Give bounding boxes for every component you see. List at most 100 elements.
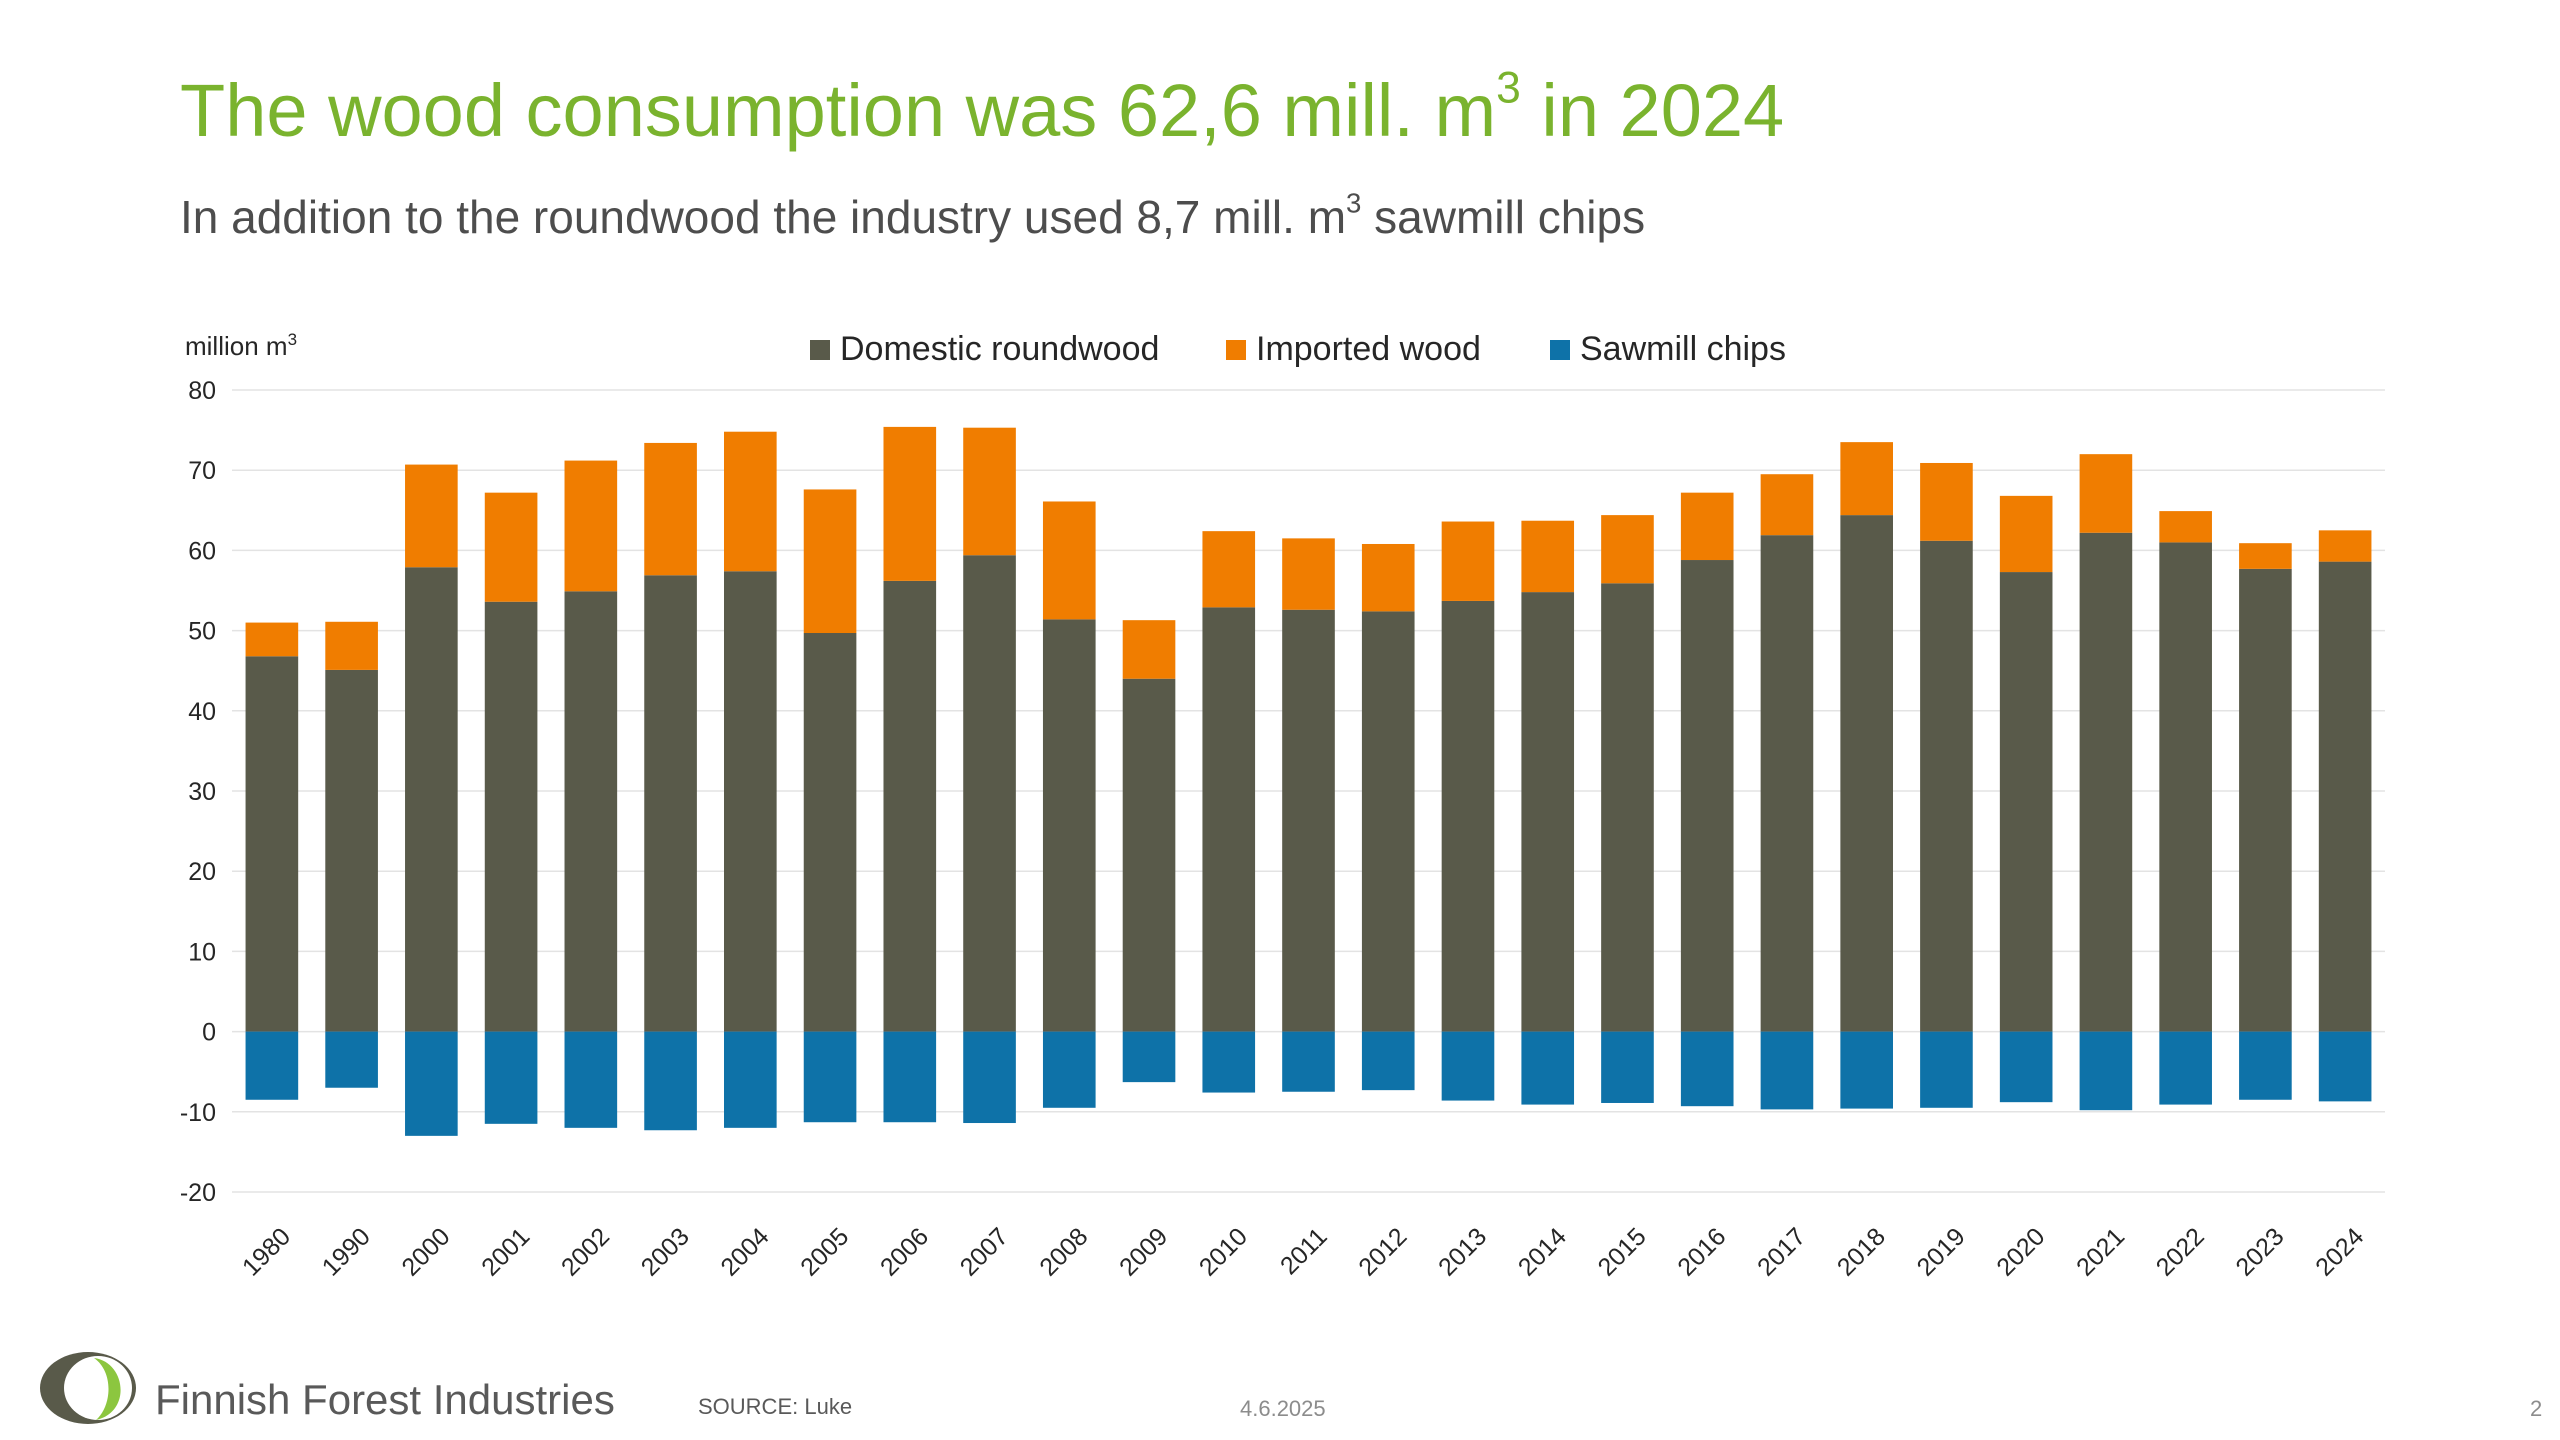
slide-subtitle: In addition to the roundwood the industr… [180,187,1646,243]
bar-domestic-roundwood-2016 [1680,560,1734,1032]
bar-domestic-roundwood-2024 [2318,561,2372,1032]
bar-domestic-roundwood-2010 [1202,607,1256,1032]
bar-domestic-roundwood-2003 [644,575,697,1032]
x-tick-label: 2020 [1991,1222,2050,1281]
bar-sawmill-chips-2013 [1441,1031,1495,1101]
bar-imported-wood-2014 [1521,520,1575,593]
x-tick-label: 2006 [875,1222,934,1281]
bar-sawmill-chips-2016 [1680,1031,1734,1107]
x-tick-label: 2017 [1752,1222,1811,1281]
bar-sawmill-chips-2018 [1840,1031,1893,1109]
bar-imported-wood-2005 [803,489,857,634]
x-tick-label: 2022 [2151,1222,2210,1281]
bar-imported-wood-2018 [1840,442,1893,516]
x-tick-label: 1980 [237,1222,296,1281]
y-tick-label: 30 [188,778,216,806]
bar-sawmill-chips-2001 [484,1031,538,1124]
bar-sawmill-chips-2022 [2159,1031,2212,1105]
bar-sawmill-chips-2002 [564,1031,618,1128]
slide-title: The wood consumption was 62,6 mill. m3 i… [180,63,1785,152]
legend-label: Imported wood [1256,330,1481,368]
bar-sawmill-chips-2008 [1042,1031,1096,1108]
x-tick-label: 2001 [476,1222,535,1281]
bar-imported-wood-2003 [644,442,697,576]
bar-sawmill-chips-2005 [803,1031,857,1123]
y-axis-label: million m3 [185,330,297,361]
y-tick-label: -20 [180,1179,216,1207]
bar-sawmill-chips-2015 [1601,1031,1654,1103]
y-tick-label: 60 [188,537,216,565]
bar-sawmill-chips-2010 [1202,1031,1256,1093]
bar-sawmill-chips-2014 [1521,1031,1575,1105]
bar-domestic-roundwood-2011 [1282,609,1335,1032]
bar-imported-wood-2023 [2239,543,2292,569]
bar-sawmill-chips-2021 [2079,1031,2133,1111]
bar-domestic-roundwood-2009 [1122,678,1176,1032]
x-tick-label: 2009 [1114,1222,1173,1281]
x-tick-label: 2019 [1912,1222,1971,1281]
x-tick-label: 2015 [1593,1222,1652,1281]
bar-sawmill-chips-2017 [1760,1031,1814,1110]
bar-sawmill-chips-2007 [963,1031,1016,1124]
page-number: 2 [2530,1396,2543,1421]
legend-swatch [1550,340,1570,360]
bar-imported-wood-2017 [1760,474,1814,536]
bar-sawmill-chips-2020 [1999,1031,2053,1103]
bar-domestic-roundwood-2002 [564,591,618,1032]
bar-sawmill-chips-2019 [1920,1031,1973,1108]
bar-sawmill-chips-1990 [325,1031,378,1088]
legend-label: Domestic roundwood [840,330,1159,368]
bar-domestic-roundwood-1980 [245,656,299,1032]
bar-domestic-roundwood-2014 [1521,592,1575,1032]
bar-imported-wood-2008 [1042,501,1096,620]
bar-sawmill-chips-2009 [1122,1031,1176,1083]
bar-sawmill-chips-2023 [2239,1031,2292,1100]
x-tick-label: 2014 [1513,1222,1572,1281]
bar-domestic-roundwood-2006 [883,580,937,1032]
bar-sawmill-chips-2006 [883,1031,937,1123]
bar-domestic-roundwood-2008 [1042,619,1096,1032]
y-tick-label: -10 [180,1099,216,1127]
bar-imported-wood-2022 [2159,511,2212,543]
bars [245,426,2372,1136]
y-tick-labels: -20 -10 0 10 20 30 40 50 60 70 80 [180,377,216,1207]
bar-domestic-roundwood-2017 [1760,535,1814,1032]
source-note: SOURCE: Luke [698,1394,853,1419]
bar-imported-wood-2001 [484,492,538,602]
bar-domestic-roundwood-2019 [1920,540,1973,1032]
bar-imported-wood-2007 [963,427,1016,556]
legend-swatch [810,340,830,360]
bar-imported-wood-2004 [724,431,777,572]
bar-domestic-roundwood-2018 [1840,515,1893,1032]
y-tick-label: 40 [188,698,216,726]
bar-imported-wood-2015 [1601,515,1654,584]
bar-domestic-roundwood-2001 [484,601,538,1032]
bar-imported-wood-2016 [1680,492,1734,561]
bar-domestic-roundwood-2004 [724,571,777,1032]
bar-sawmill-chips-2000 [405,1031,458,1136]
bar-imported-wood-2000 [405,464,458,568]
legend: Domestic roundwood Imported wood Sawmill c… [810,330,1786,368]
bar-imported-wood-2024 [2318,530,2372,562]
bar-domestic-roundwood-2005 [803,633,857,1032]
bar-domestic-roundwood-2021 [2079,532,2133,1032]
bar-imported-wood-2013 [1441,521,1495,601]
x-tick-labels: 1980 1990 2000 2001 2002 2003 2004 2005 2006 2007… [237,1222,2369,1281]
bar-domestic-roundwood-2015 [1601,583,1654,1032]
x-tick-label: 2012 [1353,1222,1412,1281]
slide-date: 4.6.2025 [1240,1396,1326,1421]
stacked-bar-chart: -20 -10 0 10 20 30 40 50 60 70 80 1980 1990 2000 2001… [180,330,2385,1282]
bar-domestic-roundwood-1990 [325,669,378,1032]
bar-domestic-roundwood-2012 [1361,611,1415,1032]
x-tick-label: 1990 [317,1222,376,1281]
bar-imported-wood-1980 [245,622,299,657]
bar-imported-wood-2019 [1920,462,1973,541]
bar-sawmill-chips-2024 [2318,1031,2372,1102]
bar-domestic-roundwood-2020 [1999,572,2053,1032]
bar-imported-wood-2002 [564,460,618,592]
bar-imported-wood-2009 [1122,620,1176,679]
y-tick-label: 10 [188,938,216,966]
x-tick-label: 2007 [955,1222,1014,1281]
x-tick-label: 2000 [396,1222,455,1281]
bar-imported-wood-2011 [1282,538,1335,610]
